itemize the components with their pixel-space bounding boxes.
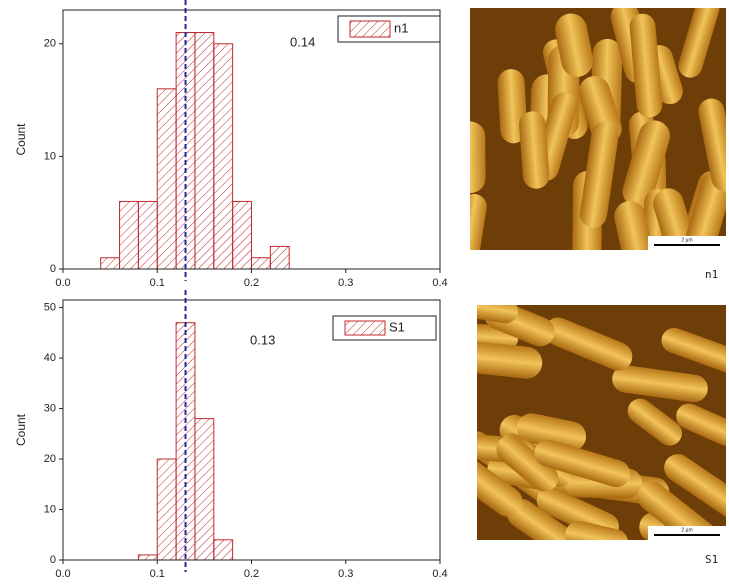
y-tick-label: 10 xyxy=(44,503,56,515)
histogram-bar xyxy=(119,200,139,270)
histogram-bar xyxy=(213,539,234,561)
afm-rod xyxy=(496,435,559,492)
afm-rod xyxy=(544,317,633,371)
annotation: 0.13 xyxy=(250,332,275,347)
x-tick-label: 0.2 xyxy=(244,277,259,289)
afm-rod xyxy=(612,365,708,403)
scale-bar-bg xyxy=(648,526,726,540)
afm-rod xyxy=(516,413,587,452)
afm-image: 2 µm xyxy=(470,8,726,250)
histogram-bar xyxy=(194,32,215,270)
afm-rod xyxy=(664,454,726,522)
y-tick-label: 10 xyxy=(44,150,56,162)
afm-rod xyxy=(477,339,543,379)
afm-rod xyxy=(477,451,523,517)
x-tick-label: 0.2 xyxy=(244,568,259,580)
y-tick-label: 40 xyxy=(44,352,56,364)
image-caption: S1 xyxy=(705,553,718,566)
histogram-bar xyxy=(156,458,177,561)
image-caption: n1 xyxy=(705,268,718,281)
x-tick-label: 0.0 xyxy=(55,277,70,289)
y-tick-label: 30 xyxy=(44,402,56,414)
afm-rod xyxy=(555,13,594,77)
afm-rod xyxy=(629,13,663,118)
legend-swatch xyxy=(349,20,391,38)
afm-rod xyxy=(565,520,629,540)
histogram-bar xyxy=(232,200,252,270)
y-axis-label: Count xyxy=(14,123,28,156)
x-tick-label: 0.1 xyxy=(150,277,165,289)
legend-label: n1 xyxy=(394,20,408,35)
afm-rod xyxy=(519,111,550,189)
histogram-bar xyxy=(137,200,158,270)
x-tick-label: 0.4 xyxy=(432,277,447,289)
afm-rod xyxy=(622,120,671,208)
afm-rod xyxy=(661,327,726,376)
y-tick-label: 50 xyxy=(44,301,56,313)
scale-label: 2 µm xyxy=(681,527,692,533)
y-tick-label: 0 xyxy=(50,554,56,566)
histogram-bar xyxy=(251,257,271,270)
annotation: 0.14 xyxy=(290,34,315,49)
legend-label: S1 xyxy=(389,319,405,334)
afm-rod xyxy=(678,8,720,78)
histogram-bar xyxy=(137,554,158,561)
afm-rod xyxy=(627,398,682,446)
scale-bar-bg xyxy=(648,236,726,250)
afm-rod xyxy=(534,439,631,488)
histogram-bar xyxy=(100,257,121,270)
afm-rod xyxy=(614,200,652,250)
afm-rod xyxy=(698,98,726,192)
afm-rod xyxy=(477,305,519,324)
histogram-bar xyxy=(156,88,177,270)
histogram-bar xyxy=(213,43,234,270)
afm-rod xyxy=(676,403,726,446)
x-tick-label: 0.3 xyxy=(338,277,353,289)
afm-rod xyxy=(579,121,619,228)
afm-rod xyxy=(470,121,486,194)
afm-rod xyxy=(470,193,487,250)
x-tick-label: 0.4 xyxy=(432,568,447,580)
x-tick-label: 0.3 xyxy=(338,568,353,580)
x-tick-label: 0.1 xyxy=(150,568,165,580)
y-tick-label: 20 xyxy=(44,38,56,50)
histogram-bar xyxy=(269,245,290,270)
scale-label: 2 µm xyxy=(681,237,692,243)
afm-rod xyxy=(507,498,603,540)
legend-swatch xyxy=(344,320,386,336)
afm-image: 2 µm xyxy=(477,305,726,540)
y-tick-label: 20 xyxy=(44,453,56,465)
histogram-bar xyxy=(194,418,215,561)
x-tick-label: 0.0 xyxy=(55,568,70,580)
y-tick-label: 0 xyxy=(50,263,56,275)
y-axis-label: Count xyxy=(14,413,28,446)
